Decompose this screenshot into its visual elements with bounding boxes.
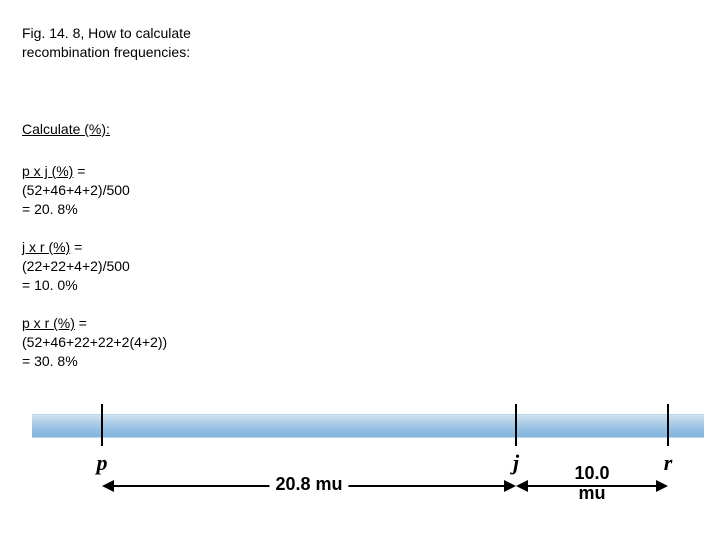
pxr-block: p x r (%) = (52+46+22+22+2(4+2)) = 30. 8…: [22, 314, 167, 371]
figure-title: Fig. 14. 8, How to calculate recombinati…: [22, 24, 252, 62]
dim-arrow-right-0: [504, 480, 516, 492]
chromosome-band: [32, 414, 704, 438]
dim-label-0: 20.8 mu: [269, 474, 348, 495]
pxr-eq: =: [75, 315, 87, 331]
genetic-map-diagram: p j r 20.8 mu 10.0mu: [32, 400, 704, 520]
pxj-eq: =: [73, 163, 85, 179]
jxr-line2: = 10. 0%: [22, 277, 78, 293]
tick-r: [667, 404, 669, 446]
tick-j: [515, 404, 517, 446]
dim-arrow-left-1: [516, 480, 528, 492]
dim-arrow-left-0: [102, 480, 114, 492]
jxr-block: j x r (%) = (22+22+4+2)/500 = 10. 0%: [22, 238, 130, 295]
locus-label-j: j: [513, 450, 519, 476]
dim-label-1: 10.0mu: [574, 464, 609, 504]
locus-label-p: p: [97, 450, 108, 476]
jxr-head: j x r (%): [22, 239, 70, 255]
calculate-heading-text: Calculate (%):: [22, 121, 110, 137]
pxr-head: p x r (%): [22, 315, 75, 331]
pxj-line2: = 20. 8%: [22, 201, 78, 217]
pxj-block: p x j (%) = (52+46+4+2)/500 = 20. 8%: [22, 162, 130, 219]
pxj-head: p x j (%): [22, 163, 73, 179]
tick-p: [101, 404, 103, 446]
pxr-line1: (52+46+22+22+2(4+2)): [22, 334, 167, 350]
locus-label-r: r: [664, 450, 673, 476]
pxr-line2: = 30. 8%: [22, 353, 78, 369]
jxr-line1: (22+22+4+2)/500: [22, 258, 130, 274]
pxj-line1: (52+46+4+2)/500: [22, 182, 130, 198]
calculate-heading: Calculate (%):: [22, 120, 110, 139]
jxr-eq: =: [70, 239, 82, 255]
dim-arrow-right-1: [656, 480, 668, 492]
